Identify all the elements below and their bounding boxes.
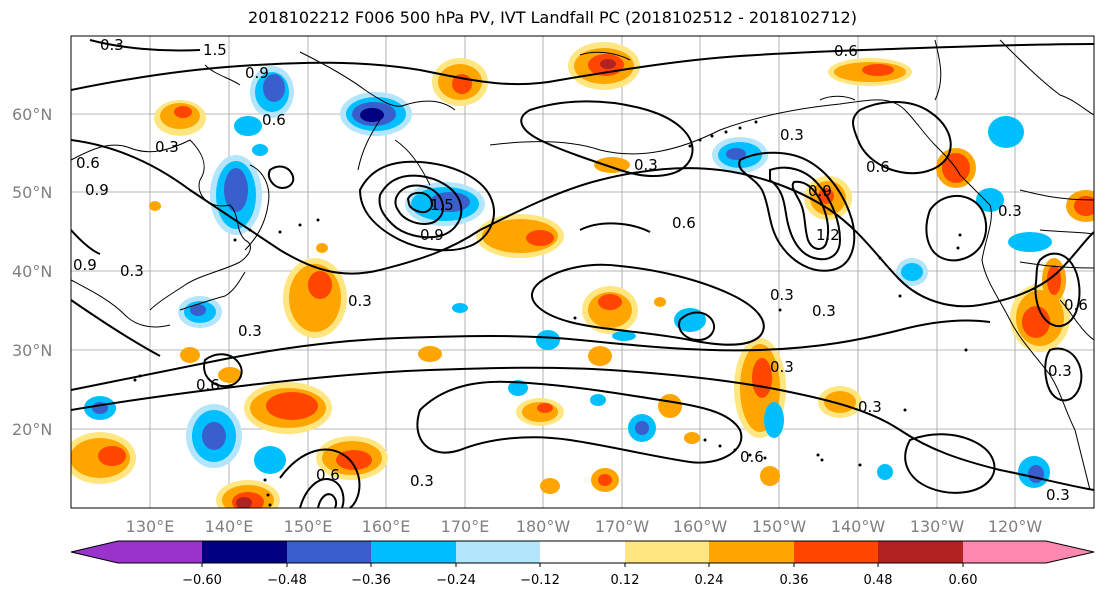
contour-label: 0.6 <box>196 376 220 394</box>
colorbar-tick-label: 0.24 <box>695 573 724 588</box>
contour-label: 0.6 <box>672 214 696 232</box>
longitude-labels: 130°E 140°E 150°E 160°E 170°E 180°W 170°… <box>126 517 1043 536</box>
contour-label: 0.3 <box>238 322 262 340</box>
contour-label: 0.3 <box>410 472 434 490</box>
colorbar-segment <box>878 541 963 563</box>
contour-label: 0.3 <box>780 126 804 144</box>
contour-label: 0.9 <box>85 181 109 199</box>
lat-label: 50°N <box>12 183 52 202</box>
contour-label: 0.3 <box>100 36 124 54</box>
lon-label: 160°W <box>673 517 728 536</box>
contour-label: 1.5 <box>203 41 227 59</box>
contour-label: 0.3 <box>812 302 836 320</box>
lon-label: 170°E <box>441 517 490 536</box>
map-frame <box>70 35 1095 509</box>
colorbar-tick-label: −0.12 <box>520 573 560 588</box>
colorbar-segment <box>540 541 625 563</box>
colorbar-segment <box>625 541 710 563</box>
contour-label: 0.3 <box>348 292 372 310</box>
latitude-labels: 60°N 50°N 40°N 30°N 20°N <box>12 105 52 439</box>
colorbar-segment <box>1046 541 1094 563</box>
pv-contours <box>71 39 1094 508</box>
contour-label: 0.3 <box>634 156 658 174</box>
positive-anomaly-field <box>71 42 1094 508</box>
lon-label: 150°E <box>284 517 333 536</box>
contour-label: 1.2 <box>816 226 840 244</box>
contour-labels: 1.5 0.9 0.6 0.3 0.6 0.9 0.3 0.9 0.3 0.3 … <box>73 36 1088 504</box>
contour-label: 0.6 <box>262 111 286 129</box>
lon-label: 180°W <box>516 517 571 536</box>
colorbar-segment <box>794 541 879 563</box>
lat-label: 60°N <box>12 105 52 124</box>
contour-label: 0.6 <box>740 448 764 466</box>
contour-label: 0.9 <box>420 226 444 244</box>
lon-label: 160°E <box>362 517 411 536</box>
lon-label: 170°W <box>595 517 650 536</box>
colorbar-segment <box>117 541 202 563</box>
colorbar-segment <box>287 541 372 563</box>
lon-label: 130°W <box>910 517 965 536</box>
contour-label: 1.5 <box>430 196 454 214</box>
colorbar-segment <box>371 541 456 563</box>
lat-label: 20°N <box>12 420 52 439</box>
contour-label: 0.3 <box>1046 486 1070 504</box>
contour-label: 0.3 <box>1048 362 1072 380</box>
lat-label: 30°N <box>12 341 52 360</box>
contour-label: 0.3 <box>770 358 794 376</box>
colorbar-tick-label: −0.24 <box>436 573 476 588</box>
colorbar-outline <box>70 540 1095 564</box>
colorbar-tick-label: −0.36 <box>351 573 391 588</box>
lon-label: 150°W <box>752 517 807 536</box>
colorbar-tick-label: −0.60 <box>182 573 222 588</box>
contour-label: 0.6 <box>866 158 890 176</box>
lon-label: 130°E <box>126 517 175 536</box>
contour-label: 0.6 <box>1064 296 1088 314</box>
colorbar-segment <box>456 541 541 563</box>
contour-label: 0.9 <box>808 182 832 200</box>
lat-label: 40°N <box>12 262 52 281</box>
contour-label: 0.3 <box>998 202 1022 220</box>
lon-label: 120°W <box>988 517 1043 536</box>
contour-label: 0.9 <box>245 64 269 82</box>
coastlines <box>71 39 1094 491</box>
colorbar-segment <box>71 541 118 563</box>
colorbar-segment <box>709 541 794 563</box>
map-title: 2018102212 F006 500 hPa PV, IVT Landfall… <box>248 8 857 27</box>
colorbar-segment <box>202 541 287 563</box>
contour-label: 0.6 <box>316 466 340 484</box>
contour-label: 0.3 <box>770 286 794 304</box>
colorbar-tick-label: −0.48 <box>267 573 307 588</box>
negative-anomaly-field <box>84 66 1052 488</box>
contour-label: 0.3 <box>858 398 882 416</box>
ivt-shading <box>71 42 1094 508</box>
contour-label: 0.3 <box>120 262 144 280</box>
contour-label: 0.9 <box>73 256 97 274</box>
colorbar-tick-label: 0.60 <box>949 573 978 588</box>
contour-label: 0.6 <box>76 154 100 172</box>
lon-label: 140°E <box>205 517 254 536</box>
contour-label: 0.3 <box>155 138 179 156</box>
contour-label: 0.6 <box>834 42 858 60</box>
colorbar-segment <box>963 541 1047 563</box>
colorbar-tick-label: 0.48 <box>864 573 893 588</box>
colorbar-tick-label: 0.36 <box>780 573 809 588</box>
lon-label: 140°W <box>831 517 886 536</box>
colorbar-tick-label: 0.12 <box>611 573 640 588</box>
colorbar: −0.60 −0.48 −0.36 −0.24 −0.12 0.12 0.24 … <box>70 540 1095 588</box>
colorbar-ticks <box>201 563 964 567</box>
